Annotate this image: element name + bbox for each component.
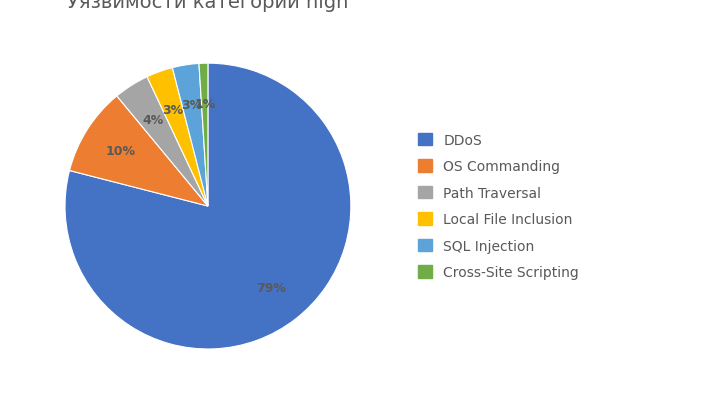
Wedge shape	[172, 64, 208, 207]
Text: 3%: 3%	[163, 104, 184, 117]
Wedge shape	[199, 64, 208, 207]
Text: 4%: 4%	[142, 113, 163, 126]
Wedge shape	[117, 78, 208, 207]
Wedge shape	[70, 97, 208, 207]
Text: 1%: 1%	[194, 98, 215, 111]
Legend: DDoS, OS Commanding, Path Traversal, Local File Inclusion, SQL Injection, Cross-: DDoS, OS Commanding, Path Traversal, Loc…	[412, 126, 586, 287]
Wedge shape	[147, 68, 208, 207]
Text: 3%: 3%	[181, 99, 202, 112]
Wedge shape	[65, 64, 351, 349]
Text: 79%: 79%	[256, 281, 286, 294]
Title: Уязвимости категории high: Уязвимости категории high	[67, 0, 348, 12]
Text: 10%: 10%	[106, 145, 136, 158]
